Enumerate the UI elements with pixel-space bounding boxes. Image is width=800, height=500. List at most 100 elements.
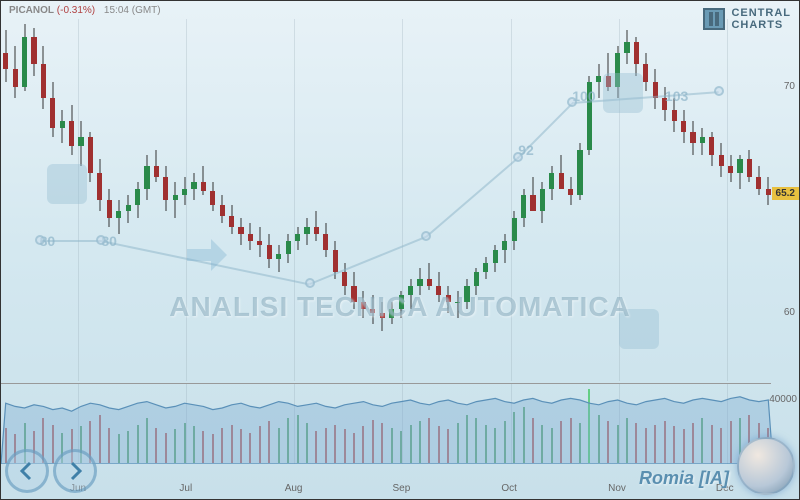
candlestick <box>672 19 677 381</box>
timestamp: 15:04 (GMT) <box>104 5 161 16</box>
candlestick <box>88 19 93 381</box>
candlestick <box>709 19 714 381</box>
candlestick <box>455 19 460 381</box>
candlestick <box>154 19 159 381</box>
candlestick <box>97 19 102 381</box>
volume-line <box>1 384 773 464</box>
candlestick <box>107 19 112 381</box>
candlestick <box>559 19 564 381</box>
candlestick <box>737 19 742 381</box>
candlestick <box>436 19 441 381</box>
candlestick <box>568 19 573 381</box>
candlestick <box>719 19 724 381</box>
candlestick <box>323 19 328 381</box>
candlestick <box>577 19 582 381</box>
centralcharts-logo: CENTRALCHARTS <box>703 7 791 31</box>
watermark-arrow-icon <box>181 231 229 279</box>
candlestick <box>690 19 695 381</box>
candlestick <box>596 19 601 381</box>
watermark-dot <box>421 231 431 241</box>
candlestick <box>201 19 206 381</box>
candlestick <box>304 19 309 381</box>
x-axis-label: Oct <box>501 483 517 494</box>
candlestick <box>295 19 300 381</box>
candlestick <box>13 19 18 381</box>
candlestick <box>512 19 517 381</box>
candlestick <box>342 19 347 381</box>
watermark-dot <box>305 278 315 288</box>
x-axis-label: Aug <box>285 483 303 494</box>
candlestick <box>662 19 667 381</box>
ticker-symbol: PICANOL <box>9 5 54 16</box>
candlestick <box>173 19 178 381</box>
candlestick <box>3 19 8 381</box>
y-axis-label: 60 <box>784 307 795 318</box>
arrow-left-icon <box>15 459 39 483</box>
candlestick <box>22 19 27 381</box>
candlestick <box>587 19 592 381</box>
candlestick <box>276 19 281 381</box>
candlestick <box>502 19 507 381</box>
candlestick <box>530 19 535 381</box>
nav-prev-button[interactable] <box>5 449 49 493</box>
candlestick <box>210 19 215 381</box>
candlestick <box>493 19 498 381</box>
candlestick <box>182 19 187 381</box>
candlestick <box>267 19 272 381</box>
watermark-text: ANALISI TECNICA AUTOMATICA <box>169 291 631 323</box>
candlestick <box>361 19 366 381</box>
candlestick <box>446 19 451 381</box>
candlestick <box>163 19 168 381</box>
candlestick <box>286 19 291 381</box>
candlestick <box>229 19 234 381</box>
arrow-right-icon <box>63 459 87 483</box>
candlestick <box>257 19 262 381</box>
watermark-icon <box>47 164 87 204</box>
candlestick <box>248 19 253 381</box>
candlestick <box>474 19 479 381</box>
candlestick <box>540 19 545 381</box>
volume-chart-area[interactable]: 40000 <box>1 383 771 479</box>
candlestick <box>417 19 422 381</box>
candlestick <box>191 19 196 381</box>
candlestick <box>351 19 356 381</box>
candlestick <box>747 19 752 381</box>
x-axis-label: Nov <box>608 483 626 494</box>
candlestick <box>399 19 404 381</box>
candlestick <box>427 19 432 381</box>
candlestick <box>41 19 46 381</box>
candlestick <box>31 19 36 381</box>
romia-label: Romia [IA] <box>639 468 729 489</box>
candlestick <box>220 19 225 381</box>
candlestick <box>408 19 413 381</box>
y-axis-label: 70 <box>784 81 795 92</box>
candlestick <box>389 19 394 381</box>
candlestick <box>238 19 243 381</box>
x-axis-label: Jul <box>179 483 192 494</box>
chart-container: PICANOL (-0.31%) 15:04 (GMT) CENTRALCHAR… <box>0 0 800 500</box>
candlestick <box>126 19 131 381</box>
x-axis-label: Sep <box>392 483 410 494</box>
chart-header: PICANOL (-0.31%) 15:04 (GMT) <box>9 5 161 16</box>
candlestick <box>144 19 149 381</box>
candlestick <box>681 19 686 381</box>
current-price-badge: 65.2 <box>772 187 799 200</box>
candlestick <box>549 19 554 381</box>
candlestick <box>370 19 375 381</box>
candlestick <box>314 19 319 381</box>
candlestick <box>756 19 761 381</box>
candlestick <box>700 19 705 381</box>
logo-icon <box>703 8 725 30</box>
candlestick <box>135 19 140 381</box>
watermark-dot <box>513 152 523 162</box>
volume-y-label: 40000 <box>769 394 797 405</box>
candlestick <box>728 19 733 381</box>
watermark-label: 103 <box>665 88 688 104</box>
ai-avatar-icon[interactable] <box>737 437 795 495</box>
candlestick <box>380 19 385 381</box>
watermark-dot <box>35 235 45 245</box>
nav-next-button[interactable] <box>53 449 97 493</box>
candlestick <box>521 19 526 381</box>
logo-text: CENTRALCHARTS <box>731 7 791 31</box>
watermark-icon <box>603 73 643 113</box>
